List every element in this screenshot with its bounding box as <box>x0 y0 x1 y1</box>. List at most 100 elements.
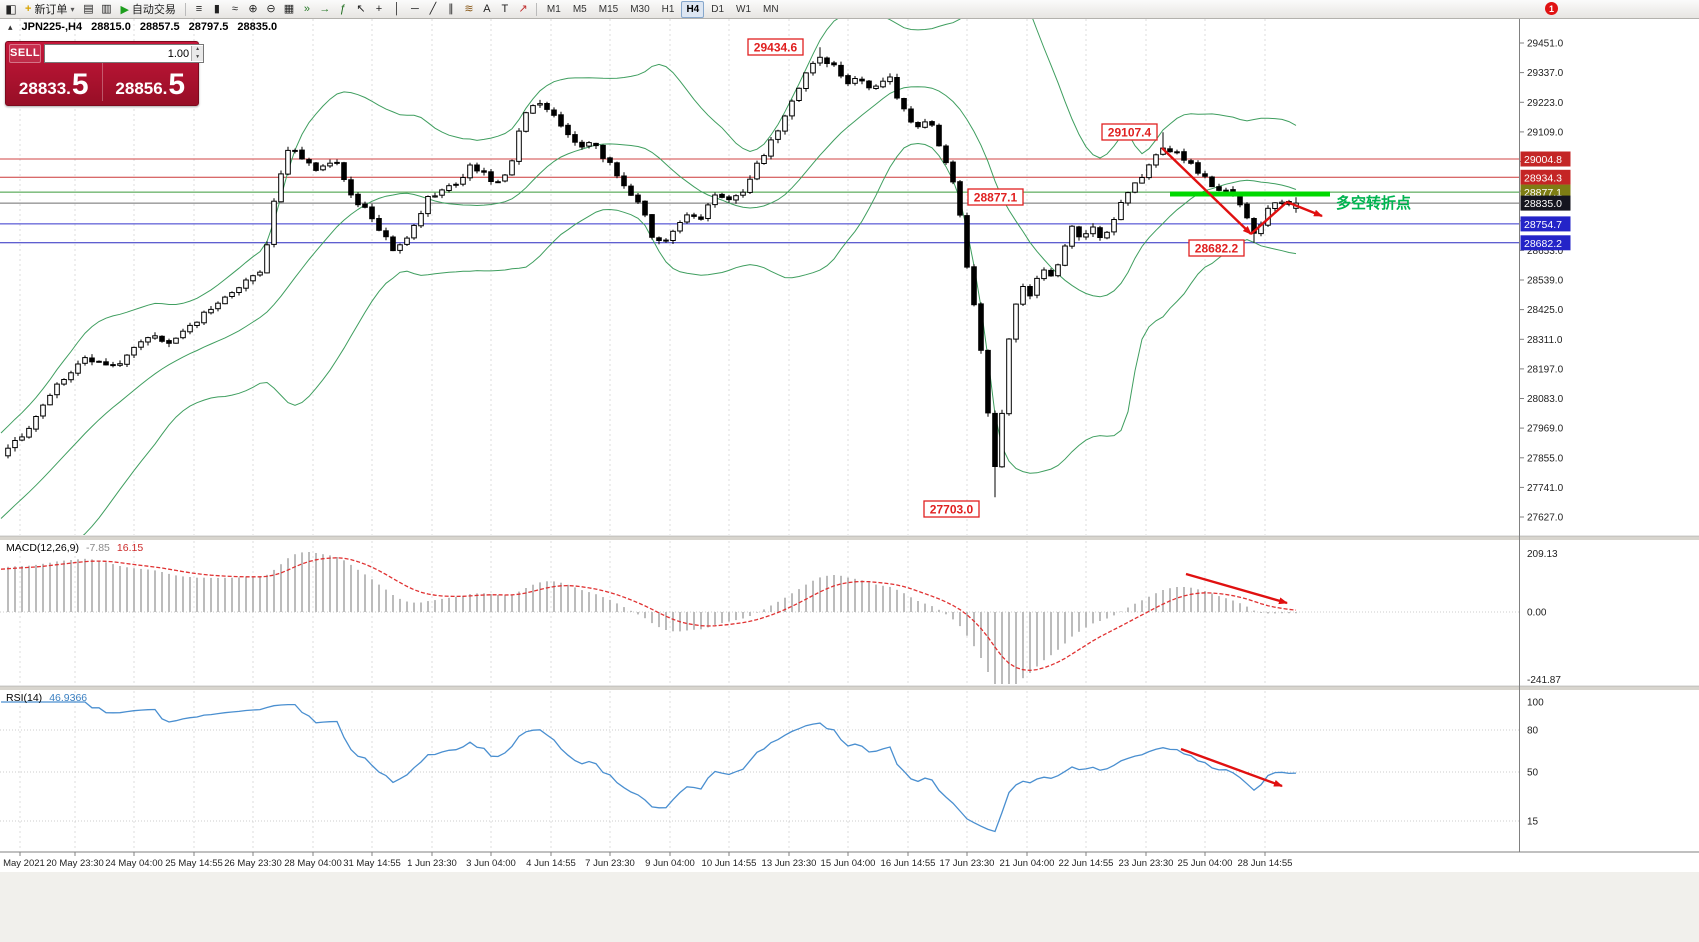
axis-price-box: 29004.8 <box>1520 151 1571 167</box>
price-callout[interactable]: 28877.1 <box>967 188 1024 206</box>
horizontal-line-icon[interactable]: ─ <box>411 2 419 15</box>
svg-text:29337.0: 29337.0 <box>1527 68 1564 79</box>
rsi-name: RSI(14) <box>6 692 43 704</box>
timeframe-m5-button[interactable]: M5 <box>572 3 587 15</box>
new-order-button[interactable]: + 新订单 ▾ <box>20 1 79 18</box>
svg-text:100: 100 <box>1527 698 1544 709</box>
zoom-in-icon[interactable]: ⊕ <box>248 2 258 15</box>
annotation-arrow[interactable] <box>1286 200 1323 218</box>
indicators-icon[interactable]: ƒ <box>339 2 346 15</box>
text-label-icon[interactable]: T <box>501 2 509 15</box>
ohlc-open: 28815.0 <box>91 21 131 33</box>
svg-text:29109.0: 29109.0 <box>1527 127 1564 138</box>
ohlc-close: 28835.0 <box>237 21 278 33</box>
price-callout[interactable]: 28682.2 <box>1188 239 1245 257</box>
timeframe-h1-button[interactable]: H1 <box>661 3 675 15</box>
annotation-arrow[interactable] <box>1161 147 1252 235</box>
rsi-indicator-label: RSI(14) 46.9366 <box>6 692 87 704</box>
chart-window-icon[interactable]: ◧ <box>5 1 17 16</box>
svg-text:29451.0: 29451.0 <box>1527 39 1564 50</box>
trendline-icon[interactable]: ╱ <box>429 2 437 15</box>
line-chart-icon[interactable]: ≈ <box>231 2 238 15</box>
svg-text:21 Jun 04:00: 21 Jun 04:00 <box>1000 858 1055 869</box>
alert-badge-icon[interactable]: 1 <box>1545 2 1558 15</box>
auto-trading-button[interactable]: ▶ 自动交易 <box>115 1 180 18</box>
timeframe-m1-button[interactable]: M1 <box>546 3 561 15</box>
svg-text:23 Jun 23:30: 23 Jun 23:30 <box>1119 858 1174 869</box>
equidistant-channel-icon[interactable]: ∥ <box>448 2 454 15</box>
price-callout[interactable]: 29434.6 <box>747 38 804 56</box>
annotation-arrow[interactable] <box>1180 747 1283 788</box>
buy-button[interactable]: BUY <box>207 44 234 63</box>
timeframe-m30-button[interactable]: M30 <box>630 3 650 15</box>
svg-text:28653.0: 28653.0 <box>1527 246 1564 257</box>
svg-text:28539.0: 28539.0 <box>1527 276 1564 287</box>
toolbar: ◧ + 新订单 ▾ ▤ ▥ ▶ 自动交易 ≡ ▮ ≈ ⊕ ⊖ ▦ » → ƒ ↖ + │ ─ ╱ ∥ ≋ A T ↗… <box>0 0 1699 19</box>
buy-price-big-digit: 5 <box>168 68 186 101</box>
svg-text:27741.0: 27741.0 <box>1527 483 1564 494</box>
svg-text:-241.87: -241.87 <box>1527 675 1561 686</box>
annotation-arrow[interactable] <box>1185 572 1288 605</box>
macd-indicator-label: MACD(12,26,9) -7.85 16.15 <box>6 542 143 554</box>
toolbar-separator <box>184 2 186 16</box>
tile-windows-icon[interactable]: ▦ <box>283 2 295 15</box>
svg-text:29223.0: 29223.0 <box>1527 98 1564 109</box>
svg-text:13 Jun 23:30: 13 Jun 23:30 <box>762 858 817 869</box>
svg-text:29434.6: 29434.6 <box>754 41 798 55</box>
timeframe-m15-button[interactable]: M15 <box>598 3 619 15</box>
volume-spinner[interactable]: ▲ ▼ <box>191 46 204 61</box>
svg-text:1 Jun 23:30: 1 Jun 23:30 <box>407 858 457 869</box>
axis-price-box: 28682.2 <box>1520 235 1571 251</box>
bar-chart-icon[interactable]: ≡ <box>195 2 203 15</box>
timeframe-mn-button[interactable]: MN <box>763 3 779 15</box>
ohlc-high: 28857.5 <box>139 21 180 33</box>
cursor-icon[interactable]: ↖ <box>356 2 366 15</box>
svg-text:0.00: 0.00 <box>1527 608 1547 619</box>
auto-scroll-icon[interactable]: » <box>303 2 310 15</box>
charts-icon[interactable]: ▤ <box>83 2 94 15</box>
timeframe-w1-button[interactable]: W1 <box>736 3 752 15</box>
svg-text:22 Jun 14:55: 22 Jun 14:55 <box>1059 858 1114 869</box>
chevron-down-icon: ▾ <box>70 4 75 14</box>
sell-price[interactable]: 28833. 5 <box>6 63 103 101</box>
price-callout[interactable]: 27703.0 <box>923 500 980 518</box>
macd-histogram <box>7 552 1297 684</box>
svg-text:28 May 04:00: 28 May 04:00 <box>284 858 342 869</box>
macd-signal-line <box>0 557 1297 672</box>
zoom-out-icon[interactable]: ⊖ <box>266 2 276 15</box>
fibonacci-icon[interactable]: ≋ <box>464 2 474 15</box>
candles-layer <box>5 47 1299 498</box>
sell-button[interactable]: SELL <box>9 44 42 63</box>
svg-text:16 Jun 14:55: 16 Jun 14:55 <box>881 858 936 869</box>
sell-price-big-digit: 5 <box>71 68 89 101</box>
timeframe-d1-button[interactable]: D1 <box>711 3 725 15</box>
chart-symbol-icon: ▴ <box>8 21 13 32</box>
svg-text:80: 80 <box>1527 726 1539 737</box>
chart-tools-group: ≡ ▮ ≈ ⊕ ⊖ ▦ » → ƒ ↖ + │ ─ ╱ ∥ ≋ A T ↗ <box>190 1 532 18</box>
crosshair-icon[interactable]: + <box>375 2 383 15</box>
svg-text:10 Jun 14:55: 10 Jun 14:55 <box>702 858 757 869</box>
volume-field: ▲▼ <box>44 44 205 63</box>
svg-text:28934.3: 28934.3 <box>1524 172 1562 184</box>
candlestick-chart-icon[interactable]: ▮ <box>213 2 220 15</box>
svg-text:28311.0: 28311.0 <box>1527 335 1563 346</box>
price-callout[interactable]: 29107.4 <box>1101 123 1158 141</box>
profiles-icon[interactable]: ▥ <box>101 2 112 15</box>
svg-text:9 May 2021: 9 May 2021 <box>0 858 45 869</box>
annotation-arrow[interactable] <box>1250 201 1288 235</box>
buy-price-main: 28856. <box>115 79 168 98</box>
buy-price[interactable]: 28856. 5 <box>103 63 199 101</box>
svg-text:28682.2: 28682.2 <box>1524 238 1562 250</box>
volume-input[interactable] <box>45 47 192 60</box>
spinner-down-icon[interactable]: ▼ <box>192 53 204 61</box>
arrows-icon[interactable]: ↗ <box>518 2 528 15</box>
svg-text:28 Jun 14:55: 28 Jun 14:55 <box>1238 858 1293 869</box>
text-icon[interactable]: A <box>483 2 491 15</box>
spinner-up-icon[interactable]: ▲ <box>192 46 204 54</box>
timeframe-h4-button[interactable]: H4 <box>681 0 705 18</box>
vertical-line-icon[interactable]: │ <box>393 2 401 15</box>
chart-shift-icon[interactable]: → <box>319 2 331 15</box>
rsi-line <box>1 701 1297 833</box>
ohlc-low: 28797.5 <box>188 21 229 33</box>
